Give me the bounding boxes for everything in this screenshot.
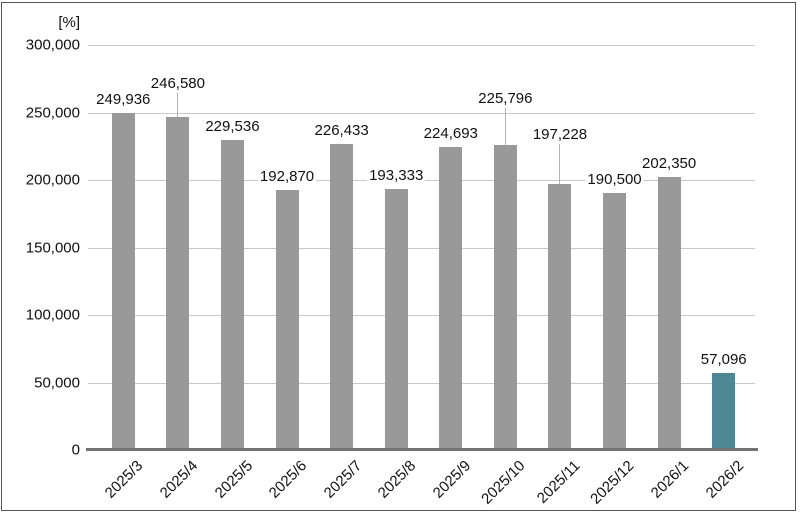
y-tick-label: 300,000 — [25, 36, 80, 54]
bar — [603, 192, 627, 450]
bar — [275, 189, 299, 450]
x-tick-label: 2025/7 — [320, 457, 365, 502]
bar — [657, 176, 681, 450]
bar-value-label: 225,796 — [476, 90, 535, 108]
bar — [493, 145, 517, 450]
gridline — [88, 247, 755, 249]
y-axis-unit-label: [%] — [58, 14, 80, 31]
y-tick-label: 50,000 — [34, 374, 80, 391]
y-tick-label: 250,000 — [25, 104, 80, 121]
x-tick-label: 2025/4 — [156, 457, 202, 502]
bar — [712, 372, 736, 450]
y-tick-label: 100,000 — [25, 306, 80, 324]
x-tick-label: 2025/9 — [429, 457, 475, 502]
x-tick-label: 2025/3 — [102, 457, 147, 502]
bar-value-label: 246,580 — [148, 75, 207, 93]
bar-value-label: 192,870 — [257, 167, 317, 185]
bar-value-label: 202,350 — [640, 154, 699, 172]
bar — [548, 183, 572, 450]
bar-value-label: 224,693 — [421, 124, 480, 142]
x-tick-label: 2025/10 — [478, 457, 529, 508]
gridline — [88, 112, 755, 114]
y-tick-label: 150,000 — [25, 239, 80, 256]
bar — [220, 140, 244, 450]
bar-value-label: 226,433 — [312, 122, 371, 140]
gridline — [88, 382, 755, 384]
gridline — [88, 45, 755, 46]
bar-value-label: 190,500 — [585, 170, 644, 188]
x-tick-label: 2026/1 — [647, 457, 693, 502]
bar — [111, 112, 135, 450]
bar — [166, 117, 190, 450]
bar-value-label: 229,536 — [203, 118, 262, 136]
bar — [384, 189, 408, 450]
bar — [439, 146, 463, 450]
x-tick-label: 2025/8 — [375, 457, 420, 502]
y-tick-label: 200,000 — [25, 171, 80, 189]
bar-value-label: 57,096 — [698, 350, 749, 368]
x-tick-label: 2025/6 — [265, 457, 311, 502]
x-tick-label: 2025/5 — [211, 457, 256, 502]
x-tick-label: 2026/2 — [702, 457, 748, 502]
label-leader-line — [559, 143, 561, 184]
x-axis-line — [86, 448, 758, 451]
x-axis-tick-labels: 2025/3 2025/4 2025/5 2025/6 2025/7 2025/8 2025… — [88, 457, 755, 513]
x-tick-label: 2025/12 — [587, 457, 638, 508]
label-leader-line — [177, 93, 179, 118]
plot-area: 249,936 246,580 229,536 192,870 226,433 193,3… — [86, 45, 758, 451]
x-tick-label: 2025/11 — [533, 457, 584, 507]
gridline — [88, 315, 755, 316]
bar-value-label: 193,333 — [367, 167, 426, 184]
bar-value-label: 197,228 — [530, 125, 590, 143]
bar — [330, 144, 354, 450]
label-leader-line — [504, 108, 506, 146]
y-tick-label: 0 — [71, 441, 80, 459]
bar-value-label: 249,936 — [94, 90, 153, 108]
